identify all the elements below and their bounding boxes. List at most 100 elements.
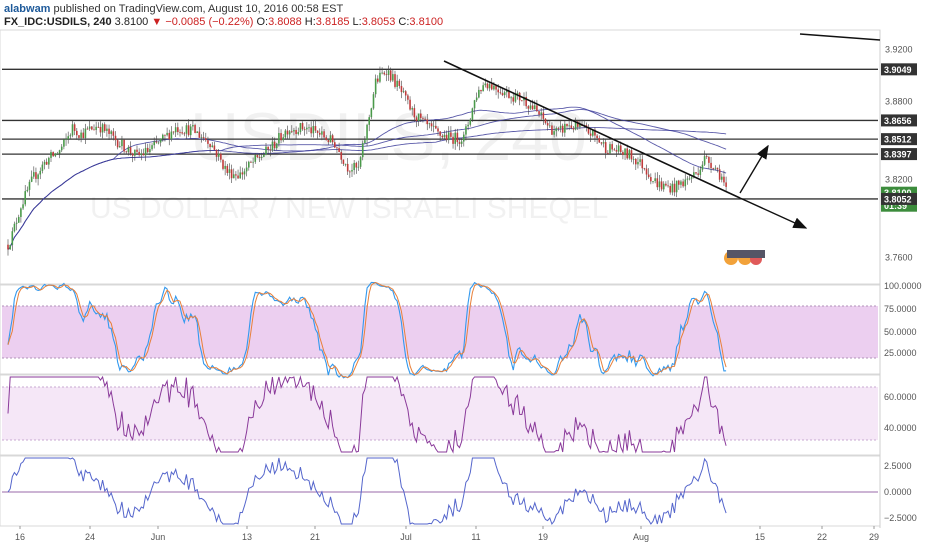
candle-body: [48, 157, 50, 165]
candle-body: [645, 168, 648, 175]
candle-body: [30, 176, 33, 182]
candle-body: [622, 152, 624, 155]
candle-body: [377, 78, 379, 82]
date-axis-labels: 16 24 Jun 13 21 Jul 11 19 Aug 15 22 29: [15, 526, 879, 542]
candle-body: [45, 161, 48, 165]
candle-body: [467, 124, 469, 127]
candle-body: [226, 165, 229, 173]
candle-body: [54, 153, 57, 157]
candle-body: [17, 216, 20, 223]
candle-body: [409, 99, 411, 110]
candle-body: [269, 149, 272, 151]
candle-body: [286, 130, 289, 135]
date-tick-label: 15: [755, 532, 765, 542]
moving-average-line: [7, 127, 727, 250]
price-tag-label: 3.8656: [884, 116, 912, 126]
up-arrow[interactable]: [739, 144, 769, 194]
candle-body: [624, 148, 626, 155]
candle-body: [407, 95, 409, 100]
down-arrow[interactable]: [739, 197, 808, 229]
candle-body: [452, 136, 454, 144]
candle-body: [602, 142, 605, 144]
candle-body: [521, 100, 523, 102]
candle-body: [488, 84, 491, 89]
candle-body: [112, 131, 115, 136]
candle-body: [329, 135, 332, 143]
candle-body: [11, 231, 14, 245]
candle-body: [527, 106, 530, 109]
candle-body: [282, 137, 284, 141]
candle-body: [243, 171, 246, 175]
candle-body: [688, 178, 691, 180]
candle-body: [192, 124, 194, 127]
candle-body: [626, 148, 628, 159]
candle-body: [340, 152, 343, 160]
top-right-line[interactable]: [799, 33, 881, 41]
price-tag-box: [881, 114, 917, 127]
publish-text: published on TradingView.com, August 10,…: [53, 3, 344, 15]
candle-body: [127, 147, 130, 153]
candle-body: [153, 141, 155, 146]
author-link[interactable]: alabwam: [4, 3, 51, 15]
candle-body: [536, 105, 538, 112]
candle-body: [359, 157, 362, 167]
oscillator-tick-label: 2.5000: [884, 461, 912, 471]
candle-body: [508, 90, 510, 99]
candle-body: [609, 144, 611, 154]
candle-body: [344, 163, 347, 165]
candle-body: [123, 139, 125, 152]
candle-body: [566, 123, 568, 127]
candle-body: [478, 89, 480, 98]
candle-body: [84, 128, 87, 138]
candle-body: [701, 164, 704, 170]
candle-body: [88, 126, 91, 129]
candle-body: [179, 132, 181, 133]
candle-body: [673, 183, 676, 193]
candle-body: [473, 100, 476, 109]
trendline[interactable]: [443, 60, 741, 199]
candle-body: [690, 177, 693, 179]
candle-body: [327, 140, 330, 143]
candle-body: [288, 131, 291, 135]
date-tick-label: 19: [538, 532, 548, 542]
candle-body: [402, 91, 405, 93]
candle-body: [73, 124, 76, 131]
candle-body: [503, 92, 506, 96]
oscillator-line: [7, 457, 727, 526]
close-label: C:: [398, 16, 410, 28]
candle-body: [278, 133, 280, 144]
candle-body: [95, 126, 97, 130]
candle-body: [230, 169, 233, 179]
candle-body: [271, 141, 274, 151]
candle-body: [267, 146, 269, 150]
candle-body: [716, 167, 719, 170]
high-value: 3.8185: [315, 16, 350, 28]
candle-body: [297, 132, 300, 135]
candle-body: [619, 145, 622, 153]
candle-body: [705, 156, 708, 157]
candle-body: [26, 189, 29, 192]
stochastic-tick-label: 25.0000: [884, 348, 917, 358]
candle-body: [97, 126, 100, 128]
candle-body: [168, 132, 171, 140]
candle-body: [318, 132, 321, 135]
candle-body: [306, 127, 308, 130]
candle-body: [447, 132, 450, 141]
candle-body: [385, 74, 388, 76]
price-change: ▼ −0.0085 (−0.22%): [151, 16, 254, 28]
candles: [7, 65, 727, 256]
price-tick-label: 3.7600: [885, 253, 913, 263]
event-flags[interactable]: [724, 250, 765, 265]
symbol-label: FX_IDC:USDILS, 240: [4, 16, 112, 28]
candle-body: [417, 113, 420, 122]
candle-body: [65, 139, 67, 140]
candle-body: [170, 131, 173, 140]
stochastic-tick-label: 75.0000: [884, 304, 917, 314]
candle-body: [460, 141, 463, 144]
candle-body: [665, 183, 667, 186]
candle-body: [647, 174, 650, 178]
candle-body: [116, 140, 119, 148]
candle-body: [490, 84, 493, 90]
candle-body: [69, 135, 72, 137]
